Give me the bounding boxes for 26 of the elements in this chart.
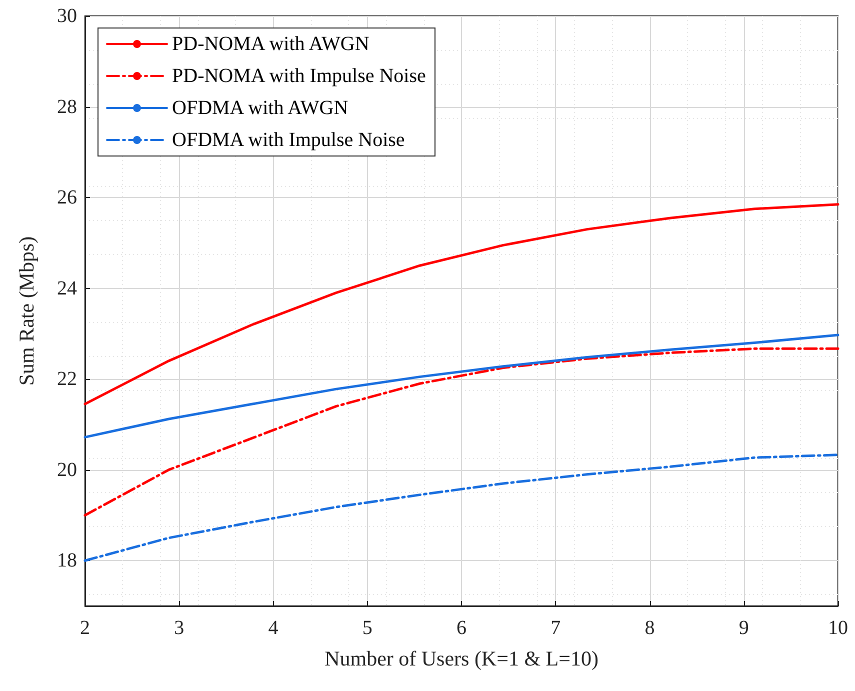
x-tick-label: 5 xyxy=(362,617,372,639)
legend-label: PD-NOMA with Impulse Noise xyxy=(172,65,426,87)
x-tick-label: 7 xyxy=(550,617,561,639)
y-tick-label: 18 xyxy=(57,550,77,572)
x-axis-title: Number of Users (K=1 & L=10) xyxy=(324,646,598,670)
x-tick-label: 8 xyxy=(644,617,655,639)
legend-label: OFDMA with AWGN xyxy=(172,97,348,119)
y-tick-label: 22 xyxy=(57,368,77,390)
y-tick-label: 26 xyxy=(57,186,77,209)
y-tick-label: 24 xyxy=(57,277,77,300)
line-series xyxy=(84,203,840,406)
legend-label: PD-NOMA with AWGN xyxy=(172,33,370,55)
x-tick-label: 3 xyxy=(174,617,184,639)
x-tick-label: 2 xyxy=(80,617,90,639)
x-tick-label: 6 xyxy=(456,617,466,639)
line-series xyxy=(84,334,840,438)
x-tick-label: 9 xyxy=(738,617,749,639)
x-tick-label: 4 xyxy=(268,617,278,639)
y-tick-label: 28 xyxy=(57,96,77,118)
y-tick-label: 20 xyxy=(57,458,77,481)
x-tick-label: 10 xyxy=(828,617,848,639)
y-axis-title: Sum Rate (Mbps) xyxy=(14,236,38,386)
line-series xyxy=(84,454,840,562)
y-tick-label: 30 xyxy=(57,5,77,27)
legend-label: OFDMA with Impulse Noise xyxy=(172,129,405,151)
line-series xyxy=(84,347,840,516)
